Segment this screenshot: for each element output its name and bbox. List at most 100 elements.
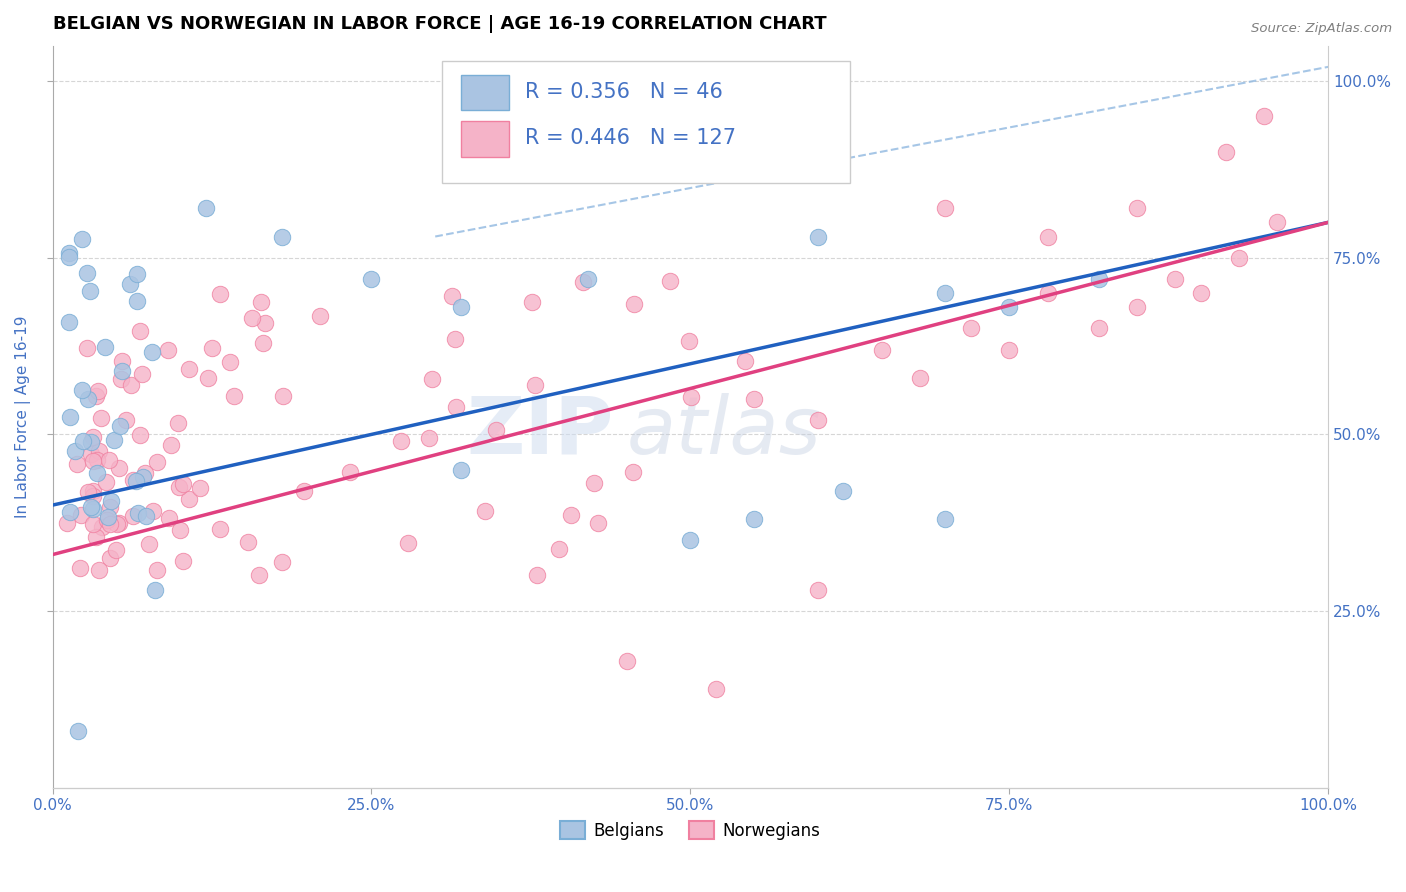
Point <box>82 484 104 499</box>
Point <box>58 250 80 264</box>
Point <box>188 481 211 495</box>
Point <box>678 334 700 348</box>
Text: Source: ZipAtlas.com: Source: ZipAtlas.com <box>1251 22 1392 36</box>
Point <box>934 512 956 526</box>
Point <box>576 272 599 286</box>
Point <box>271 229 294 244</box>
Point <box>76 392 98 406</box>
Point <box>72 232 94 246</box>
Point <box>616 654 638 668</box>
Point <box>72 434 94 448</box>
Point <box>94 475 117 489</box>
Point <box>704 681 727 696</box>
Point <box>90 519 112 533</box>
Point <box>441 289 464 303</box>
Point <box>734 353 756 368</box>
Point <box>122 508 145 523</box>
Point <box>135 509 157 524</box>
Point <box>742 392 765 406</box>
Point <box>444 332 467 346</box>
Point <box>742 512 765 526</box>
Point <box>79 500 101 514</box>
Point <box>120 277 142 292</box>
Point <box>832 483 855 498</box>
Point <box>1215 145 1237 159</box>
Point <box>247 568 270 582</box>
Point <box>97 510 120 524</box>
Point <box>58 315 80 329</box>
Point <box>98 550 121 565</box>
Point <box>418 431 440 445</box>
Point <box>65 444 87 458</box>
Point <box>82 454 104 468</box>
Point <box>271 389 294 403</box>
Point <box>807 229 830 244</box>
Point <box>177 361 200 376</box>
Point <box>141 345 163 359</box>
Point <box>998 300 1021 314</box>
Point <box>58 246 80 260</box>
Point <box>129 324 152 338</box>
Point <box>420 372 443 386</box>
Point <box>86 452 108 467</box>
Point <box>125 474 148 488</box>
Point <box>870 343 893 357</box>
Point <box>84 389 107 403</box>
Point <box>79 284 101 298</box>
Point <box>679 533 702 548</box>
Point <box>86 530 108 544</box>
Point <box>128 427 150 442</box>
Point <box>127 294 149 309</box>
Point <box>1087 272 1109 286</box>
Point <box>222 389 245 403</box>
Point <box>156 343 179 357</box>
Point <box>1087 321 1109 335</box>
Point <box>526 568 548 582</box>
Point <box>339 465 361 479</box>
Point <box>98 500 121 515</box>
Point <box>159 438 181 452</box>
Point <box>80 435 103 450</box>
Point <box>82 516 104 531</box>
Point <box>56 516 79 530</box>
Point <box>66 457 89 471</box>
Point <box>908 371 931 385</box>
Point <box>142 504 165 518</box>
Text: ZIP: ZIP <box>467 392 614 471</box>
Point <box>586 516 609 530</box>
Point <box>69 561 91 575</box>
Point <box>108 516 131 530</box>
Point <box>484 424 506 438</box>
Point <box>444 400 467 414</box>
Point <box>87 384 110 398</box>
Point <box>520 295 543 310</box>
FancyBboxPatch shape <box>441 61 849 183</box>
Point <box>572 275 595 289</box>
Point <box>219 354 242 368</box>
Point <box>70 508 93 523</box>
Point <box>208 522 231 536</box>
Point <box>209 287 232 301</box>
Point <box>582 475 605 490</box>
Text: R = 0.446   N = 127: R = 0.446 N = 127 <box>524 128 735 148</box>
Point <box>111 354 134 368</box>
Point <box>167 480 190 494</box>
Legend: Belgians, Norwegians: Belgians, Norwegians <box>554 814 827 847</box>
Point <box>111 364 134 378</box>
Point <box>679 390 702 404</box>
Point <box>177 491 200 506</box>
Point <box>127 268 149 282</box>
Point <box>97 453 120 467</box>
Point <box>94 340 117 354</box>
Point <box>1227 251 1250 265</box>
Point <box>166 416 188 430</box>
Point <box>169 524 191 538</box>
Point <box>172 477 194 491</box>
Point <box>86 466 108 480</box>
Point <box>1036 286 1059 301</box>
Point <box>960 321 983 335</box>
Point <box>194 201 217 215</box>
Point <box>560 508 582 522</box>
Point <box>197 371 219 385</box>
Text: BELGIAN VS NORWEGIAN IN LABOR FORCE | AGE 16-19 CORRELATION CHART: BELGIAN VS NORWEGIAN IN LABOR FORCE | AG… <box>52 15 827 33</box>
